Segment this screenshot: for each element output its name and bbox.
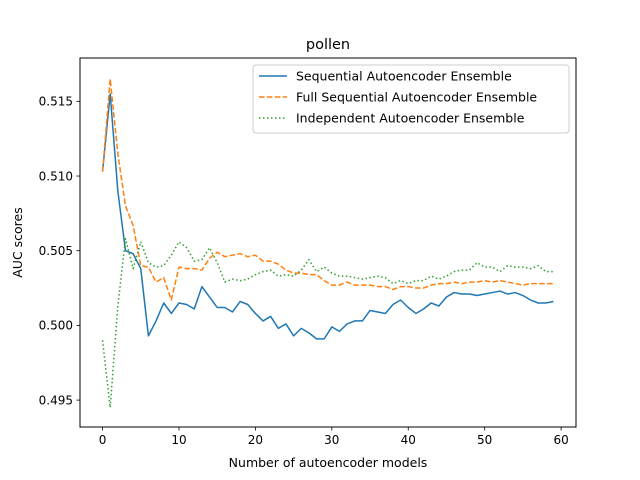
y-axis-label: AUC scores xyxy=(10,207,25,278)
x-tick-label: 0 xyxy=(99,433,107,447)
series-line-1 xyxy=(101,93,554,340)
y-tick-label: 0.510 xyxy=(39,169,73,183)
x-tick-label: 10 xyxy=(171,433,186,447)
legend-label-2: Full Sequential Autoencoder Ensemble xyxy=(296,89,537,104)
y-axis-ticks: 0.495 0.500 0.505 0.510 0.515 xyxy=(39,95,80,407)
x-tick-label: 40 xyxy=(401,433,416,447)
legend-label-1: Sequential Autoencoder Ensemble xyxy=(296,68,512,83)
y-tick-label: 0.515 xyxy=(39,95,73,109)
plot-area-frame xyxy=(79,57,577,428)
x-axis-ticks: 0 10 20 30 40 50 60 xyxy=(99,427,569,447)
x-tick-label: 60 xyxy=(553,433,568,447)
series-line-2 xyxy=(101,78,554,301)
y-tick-label: 0.495 xyxy=(39,393,73,407)
chart-title: pollen xyxy=(306,37,350,53)
x-tick-label: 20 xyxy=(248,433,263,447)
legend-frame xyxy=(252,64,570,134)
y-tick-label: 0.505 xyxy=(39,244,73,258)
y-tick-label: 0.500 xyxy=(39,319,73,333)
x-axis-label: Number of autoencoder models xyxy=(229,455,428,470)
x-tick-label: 50 xyxy=(477,433,492,447)
series-layer xyxy=(101,78,554,409)
series-line-3 xyxy=(101,238,554,409)
legend: Sequential Autoencoder Ensemble Full Sequ… xyxy=(252,64,570,134)
x-tick-label: 30 xyxy=(324,433,339,447)
legend-label-3: Independent Autoencoder Ensemble xyxy=(296,110,525,125)
